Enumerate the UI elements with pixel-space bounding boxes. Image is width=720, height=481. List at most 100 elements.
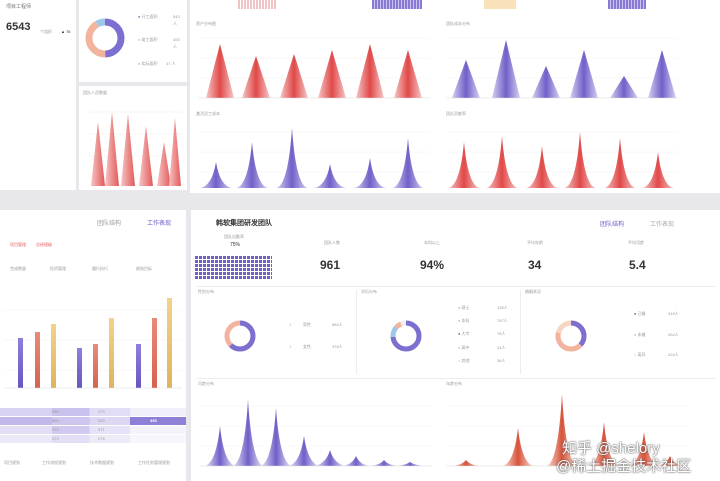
legend-label: 男性 [303, 322, 311, 327]
legend-label: 开工面积 [141, 14, 158, 19]
table-cell: 276 [98, 436, 105, 441]
table-cell: 335 [150, 418, 157, 423]
peak [354, 158, 386, 188]
spike [502, 428, 534, 466]
legend-unit: 人 [173, 21, 177, 26]
table-cell: 271 [52, 427, 59, 432]
table-cell: 890 [52, 418, 59, 423]
attendance-grid [195, 256, 272, 279]
spike [656, 456, 684, 466]
legend-label: 大专 [461, 331, 470, 336]
spike [342, 456, 370, 466]
peak [526, 146, 558, 188]
headcount-title: 项目工程师 [6, 4, 32, 10]
peak [394, 50, 422, 98]
subtab-project[interactable]: 项目管理 [10, 242, 26, 247]
spike [314, 450, 346, 466]
attendance-label: 团队出勤率 [224, 234, 244, 239]
marital-donut-chart [555, 320, 587, 352]
legend-dot-icon: ● [458, 345, 461, 350]
subtab-manager[interactable]: 总经理级 [36, 242, 52, 247]
peak [448, 142, 480, 188]
tenure-distribution-chart [200, 400, 432, 467]
footer-label: 工作任务管理规划 [138, 460, 170, 465]
peak [392, 138, 424, 188]
legend-unit: 人 [171, 61, 176, 66]
peak [356, 44, 384, 98]
tab-team-structure-main[interactable]: 团队结构 [600, 222, 625, 228]
column-header: 完成数量 [10, 266, 26, 271]
attendance-value: 75% [230, 242, 241, 248]
legend-unit: 人 [173, 44, 177, 49]
legend-value: 378人 [332, 344, 343, 349]
team-cost-chart-title: 团队成本分布 [446, 21, 470, 26]
legend-dot-icon: ● [458, 318, 461, 323]
spike [288, 436, 320, 466]
legend-value: 24人 [497, 345, 506, 350]
peak [200, 162, 232, 188]
team-cost-chart [446, 37, 678, 99]
tab-work-performance-main[interactable]: 工作表现 [650, 222, 675, 228]
table-row [0, 417, 186, 425]
peak [486, 136, 518, 188]
asset-distribution-chart [198, 37, 430, 99]
bar [93, 344, 98, 388]
table-cell: 290 [98, 418, 105, 423]
bar [51, 324, 56, 388]
spike [169, 118, 181, 186]
peak [642, 152, 674, 188]
legend-label: 离异 [637, 352, 646, 357]
spike [105, 112, 119, 186]
footer-label: 项目规划 [4, 460, 20, 465]
spike [204, 426, 236, 466]
legend-dot-icon: ● [458, 331, 461, 336]
table-row [0, 408, 186, 416]
table-row [0, 435, 186, 443]
headcount-value: 6543 [6, 21, 31, 33]
legend-dot-icon: ● [458, 305, 461, 310]
spike [139, 126, 153, 186]
column-header: 投资管理 [50, 266, 66, 271]
legend-value: 224人 [668, 352, 679, 357]
spike [546, 394, 578, 466]
stat-value: 34 [528, 258, 542, 272]
legend-label: 本科 [461, 318, 470, 323]
legend-value: 78人 [497, 331, 506, 336]
peak [206, 44, 234, 98]
legend-value: 47 [166, 61, 171, 66]
legend-value: 135人 [497, 305, 508, 310]
tab-team-structure[interactable]: 团队结构 [97, 221, 122, 227]
chart-title: 团队人员数量 [83, 90, 107, 95]
peak [236, 142, 268, 188]
table-cell: 371 [98, 427, 105, 432]
bar [18, 338, 23, 388]
team-dashboard-panel [191, 210, 720, 481]
stat-value: 94% [420, 258, 445, 272]
bar [152, 318, 157, 388]
legend-label: 竣工面积 [141, 37, 158, 42]
bar [167, 298, 172, 388]
stat-value: 961 [320, 258, 341, 272]
spike [121, 114, 135, 186]
spike [452, 460, 480, 466]
page-title: 韩软集团研发团队 [216, 220, 272, 227]
team-contribution-chart [446, 131, 678, 188]
peak [492, 40, 520, 98]
legend-label: 其他 [461, 358, 470, 363]
spike [260, 408, 292, 466]
education-title: 学历分布 [361, 289, 377, 294]
female-icon: ♀ [289, 344, 292, 349]
age-title: 年龄分布 [446, 381, 462, 386]
stat-label: 本科以上 [424, 240, 440, 245]
legend-dot-icon: ● [458, 358, 461, 363]
peak [610, 76, 638, 98]
bar [109, 318, 114, 388]
spike [91, 122, 105, 186]
legend-dot-icon: ● [138, 61, 141, 66]
spike [157, 142, 171, 186]
tenure-title: 司龄分布 [198, 381, 214, 386]
legend-value: 583人 [332, 322, 343, 327]
education-donut-chart [390, 320, 422, 352]
tab-work-performance[interactable]: 工作表现 [147, 221, 172, 227]
legend-dot-icon: ● [634, 332, 637, 337]
